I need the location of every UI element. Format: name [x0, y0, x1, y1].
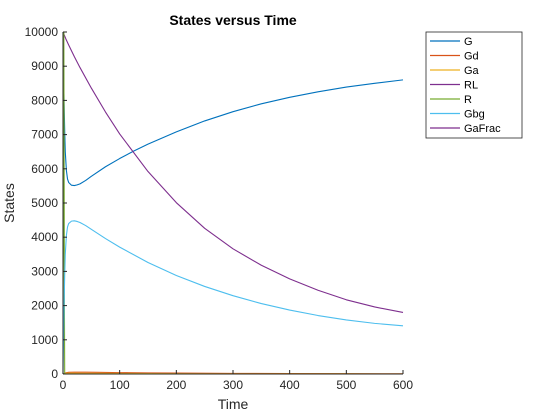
x-tick-label: 500 — [336, 378, 356, 392]
x-axis-title: Time — [218, 396, 249, 412]
y-tick-label: 3000 — [31, 264, 58, 278]
y-tick-label: 9000 — [31, 59, 58, 73]
plot-area — [63, 32, 403, 374]
legend-label-g: G — [464, 36, 473, 48]
chart-title: States versus Time — [169, 12, 297, 28]
x-tick-label: 300 — [223, 378, 243, 392]
legend-label-gbg: Gbg — [464, 109, 485, 121]
y-ticks: 0 1000 2000 3000 4000 5000 6000 7000 8000 9000 100… — [25, 25, 67, 381]
series-line-gbg — [62, 220, 404, 375]
y-axis-title: States — [1, 183, 17, 223]
y-tick-label: 6000 — [31, 162, 58, 176]
y-tick-label: 10000 — [25, 25, 59, 39]
y-tick-label: 7000 — [31, 128, 58, 142]
y-tick-label: 0 — [51, 367, 58, 381]
x-tick-label: 100 — [110, 378, 130, 392]
legend-items: G Gd Ga RL R Gbg GaFrac — [430, 36, 501, 135]
x-ticks: 0 100 200 300 400 500 600 — [60, 370, 413, 392]
x-tick-label: 600 — [393, 378, 413, 392]
legend: G Gd Ga RL R Gbg GaFrac — [425, 31, 523, 139]
y-tick-label: 1000 — [31, 333, 58, 347]
legend-label-r: R — [464, 94, 472, 106]
series-line-rl — [62, 31, 404, 313]
x-tick-label: 200 — [166, 378, 186, 392]
y-tick-label: 8000 — [31, 93, 58, 107]
y-tick-label: 4000 — [31, 230, 58, 244]
series-line-g — [62, 31, 404, 187]
legend-label-rl: RL — [464, 80, 478, 92]
legend-label-gd: Gd — [464, 51, 479, 63]
legend-label-ga: Ga — [464, 65, 480, 77]
x-tick-label: 0 — [60, 378, 67, 392]
y-tick-label: 5000 — [31, 196, 58, 210]
legend-label-gafrac: GaFrac — [464, 123, 501, 135]
y-tick-label: 2000 — [31, 299, 58, 313]
x-tick-label: 400 — [280, 378, 300, 392]
